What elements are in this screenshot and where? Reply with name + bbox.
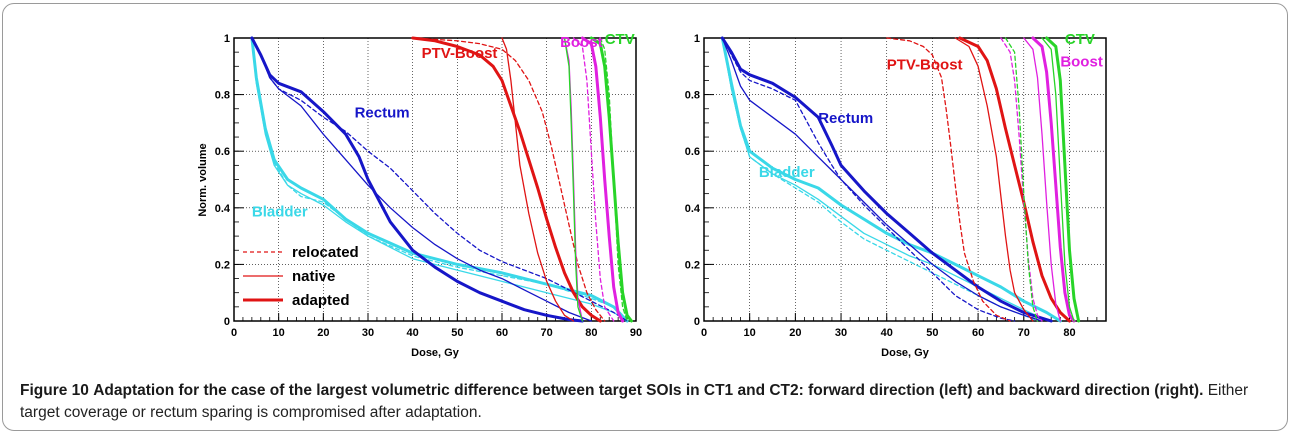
y-tick-label: 0 <box>694 316 700 328</box>
x-axis-label-left: Dose, Gy <box>411 347 460 359</box>
chart-left: 0 10 20 30 40 50 60 70 80 90 0 0.2 0.4 0.6 0.8 1 Rectum… <box>197 31 642 359</box>
x-tick-label: 80 <box>1063 327 1075 339</box>
x-tick-label: 0 <box>231 327 237 339</box>
series-ptv_boost-native-right <box>954 37 1034 322</box>
series-rectum-adapted-left <box>250 36 584 323</box>
series-bladder-native-left <box>251 37 628 322</box>
x-axis-label-right: Dose, Gy <box>881 347 930 359</box>
annotation-rectum-left: Rectum <box>355 105 410 122</box>
series-boost-adapted-right <box>1031 36 1076 323</box>
caption-text: Either target coverage or rectum sparing… <box>20 382 1249 421</box>
x-tick-label: 30 <box>835 327 847 339</box>
y-tick-label: 0.4 <box>215 203 231 215</box>
series-rectum-adapted-right <box>720 36 1053 323</box>
x-tick-label: 40 <box>407 327 419 339</box>
y-tick-label: 0.8 <box>215 90 230 102</box>
x-tick-label: 10 <box>273 327 285 339</box>
caption-title: Adaptation for the case of the largest v… <box>93 382 1204 399</box>
x-tick-label: 50 <box>926 327 938 339</box>
x-tick-label: 20 <box>789 327 801 339</box>
legend: relocated native adapted <box>243 244 359 309</box>
y-axis-label-left: Norm. volume <box>197 143 209 216</box>
y-tick-label: 0.4 <box>685 203 701 215</box>
y-tick-label: 1 <box>224 33 230 45</box>
annotation-bladder-left: Bladder <box>252 204 308 221</box>
series-bladder-native-right <box>721 37 1052 322</box>
series-rectum-relocated-right <box>721 37 1016 322</box>
x-tick-label: 90 <box>630 327 642 339</box>
series-ptv_boost-adapted-left <box>411 36 602 323</box>
series-ptv_boost-relocated-left <box>412 37 606 322</box>
caption-label: Figure 10 <box>20 382 89 399</box>
annotation-boost-right: Boost <box>1060 54 1103 71</box>
series-rectum-native-left <box>251 37 592 322</box>
chart-right: 0 10 20 30 40 50 60 70 80 0 0.2 0.4 0.6 0.8 1 PTV-Boos… <box>685 31 1107 359</box>
annotation-ctv-left: CTV <box>605 31 635 48</box>
y-tick-label: 0.6 <box>685 146 700 158</box>
x-tick-label: 80 <box>585 327 597 339</box>
annotation-boost-left: Boost <box>560 34 603 51</box>
plot-frame-right <box>703 37 1107 322</box>
legend-native-label: native <box>292 268 335 285</box>
series-boost-native-right <box>1023 37 1061 322</box>
x-tick-label: 60 <box>496 327 508 339</box>
legend-adapted-label: adapted <box>292 292 350 309</box>
series-rectum-relocated-left <box>251 37 628 322</box>
series-ctv-native-right <box>1041 37 1075 322</box>
x-tick-label: 10 <box>744 327 756 339</box>
y-tick-label: 0.2 <box>685 259 700 271</box>
y-tick-label: 1 <box>694 33 700 45</box>
x-tick-label: 0 <box>701 327 707 339</box>
annotation-ptv-boost-right: PTV-Boost <box>887 56 963 73</box>
series-ptv_boost-relocated-right <box>886 37 1011 322</box>
y-tick-label: 0.2 <box>215 259 230 271</box>
x-tick-label: 60 <box>972 327 984 339</box>
x-tick-label: 50 <box>451 327 463 339</box>
series-ctv-adapted-left <box>589 36 633 323</box>
series-ptv_boost-adapted-right <box>958 36 1071 323</box>
series-bladder-adapted-right <box>720 36 1062 323</box>
annotation-ctv-right: CTV <box>1065 31 1095 48</box>
series-boost-adapted-left <box>580 36 625 323</box>
y-tick-label: 0 <box>224 316 230 328</box>
series-boost-relocated-left <box>572 37 615 322</box>
x-tick-label: 20 <box>317 327 329 339</box>
x-tick-label: 30 <box>362 327 374 339</box>
series-ctv-native-left <box>563 37 584 322</box>
annotation-ptv-boost-left: PTV-Boost <box>422 45 498 62</box>
figure-frame <box>2 3 1288 431</box>
legend-relocated-label: relocated <box>292 244 359 261</box>
series-rectum-native-right <box>721 37 1043 322</box>
x-tick-label: 40 <box>881 327 893 339</box>
annotation-bladder-right: Bladder <box>759 164 815 181</box>
annotation-rectum-right: Rectum <box>818 110 873 127</box>
series-ctv-relocated-right <box>1004 37 1039 322</box>
y-tick-label: 0.6 <box>215 146 230 158</box>
figure-caption: Figure 10 Adaptation for the case of the… <box>20 380 1270 424</box>
y-tick-label: 0.8 <box>685 90 700 102</box>
series-ptv_boost-native-left <box>501 37 575 322</box>
series-boost-relocated-right <box>1000 37 1043 322</box>
x-tick-label: 70 <box>541 327 553 339</box>
series-ctv-adapted-right <box>1045 36 1081 323</box>
x-tick-label: 70 <box>1018 327 1030 339</box>
